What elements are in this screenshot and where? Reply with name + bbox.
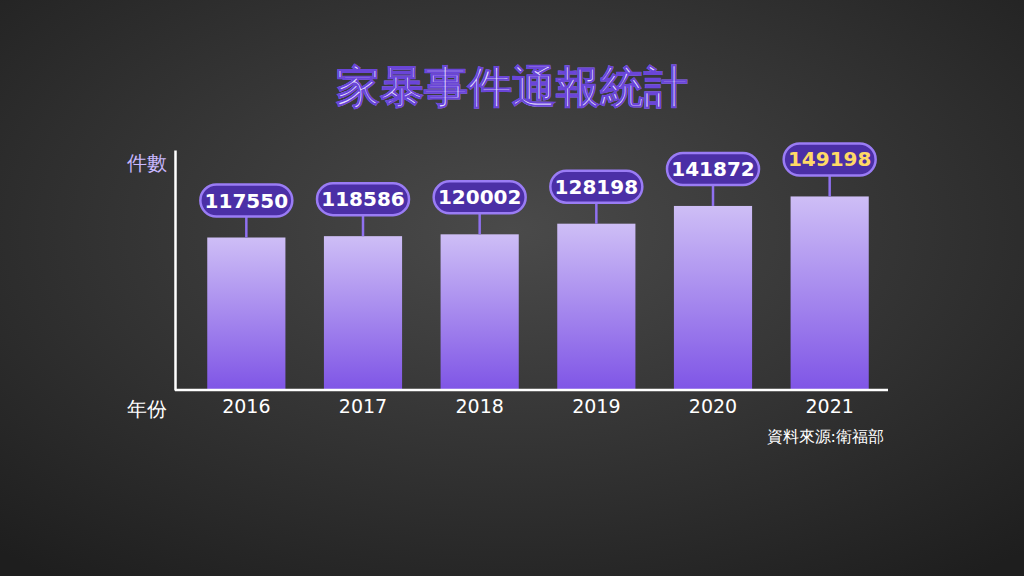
label-connector [478, 213, 481, 234]
x-tick: 2020 [689, 390, 737, 417]
label-pill [317, 183, 409, 215]
x-tick-label: 2021 [805, 395, 853, 417]
data-label: 120002 [438, 185, 522, 209]
label-pill [667, 153, 759, 185]
label-connector [362, 215, 365, 236]
x-axis-line [175, 389, 888, 392]
data-labels: 117550 118586 120002 128198 141872 149198 [200, 143, 875, 237]
chart: 家暴事件通報統計 2016 2017 2018 2019 2020 2021 件數年份資料來源… [0, 0, 1024, 576]
data-label: 149198 [788, 147, 872, 171]
label-pill [200, 185, 292, 217]
bar [441, 234, 519, 390]
x-axis: 2016 2017 2018 2019 2020 2021 [175, 390, 888, 417]
data-label: 117550 [205, 189, 289, 213]
background [0, 0, 1024, 576]
bar [791, 196, 869, 390]
label-pill [784, 143, 876, 175]
source: 資料來源:衛福部 [767, 427, 884, 446]
x-tick: 2019 [572, 390, 620, 417]
y-axis [175, 151, 176, 391]
x-tick: 2021 [805, 390, 853, 417]
bar [324, 236, 402, 390]
data-label: 128198 [555, 175, 639, 199]
bar [557, 224, 635, 390]
x-tick-label: 2018 [455, 395, 503, 417]
x-tick-label: 2019 [572, 395, 620, 417]
title: 家暴事件通報統計 [336, 61, 688, 112]
x-tick-label: 2020 [689, 395, 737, 417]
x-axis-title: 年份 [127, 397, 167, 421]
x-tick: 2016 [222, 390, 270, 417]
label-connector [828, 175, 831, 196]
x-tick: 2018 [455, 390, 503, 417]
label-connector [245, 217, 248, 238]
bar [207, 238, 285, 390]
x-tick-label: 2017 [339, 395, 387, 417]
label-pill [550, 171, 642, 203]
y-axis-line [174, 151, 177, 391]
x-tick: 2017 [339, 390, 387, 417]
bar [674, 206, 752, 390]
data-label: 141872 [671, 157, 755, 181]
label-connector [595, 203, 598, 224]
data-label: 118586 [321, 187, 405, 211]
bars [207, 196, 869, 390]
y-axis-title: 件數 [127, 151, 167, 175]
x-tick-label: 2016 [222, 395, 270, 417]
label-connector [712, 185, 715, 206]
label-pill [434, 181, 526, 213]
